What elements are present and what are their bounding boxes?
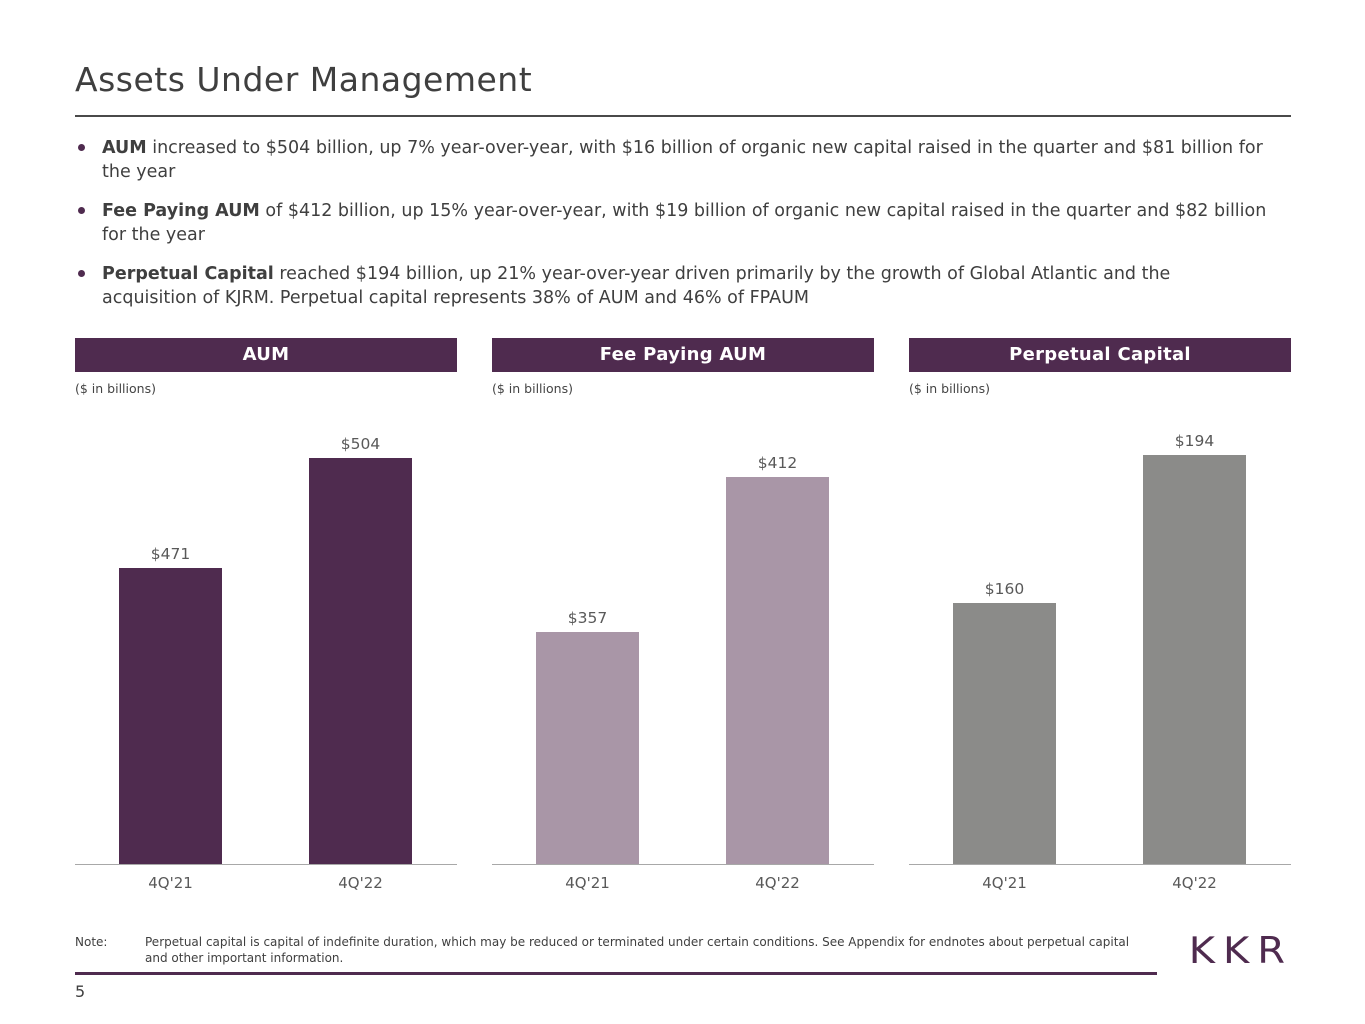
bar-perpetual-4q22: $194 — [1143, 432, 1246, 864]
chart-aum: AUM ($ in billions) $471 $504 4Q'21 4Q'2… — [75, 338, 457, 897]
chart-fee-paying-aum-title: Fee Paying AUM — [492, 338, 874, 372]
chart-aum-title: AUM — [75, 338, 457, 372]
bar-perpetual-4q21-value: $160 — [984, 580, 1025, 598]
bullet-perpetual-capital-body: reached $194 billion, up 21% year-over-y… — [102, 264, 1171, 308]
bullet-fee-paying-aum-text: Fee Paying AUM of $412 billion, up 15% y… — [102, 199, 1267, 247]
bar-fpaum-4q22-value: $412 — [757, 454, 798, 472]
bar-aum-4q21: $471 — [119, 545, 222, 864]
chart-perpetual-capital-plot: $160 $194 — [909, 397, 1291, 865]
kkr-logo: KKR — [1188, 929, 1293, 973]
bullet-perpetual-capital: Perpetual Capital reached $194 billion, … — [75, 262, 1291, 310]
bar-fpaum-4q22: $412 — [726, 454, 829, 864]
chart-aum-x-axis: 4Q'21 4Q'22 — [75, 865, 457, 897]
bar-fpaum-4q21: $357 — [536, 609, 639, 864]
bullet-aum-body: increased to $504 billion, up 7% year-ov… — [102, 138, 1263, 182]
bullet-dot-icon — [78, 270, 85, 277]
charts-row: AUM ($ in billions) $471 $504 4Q'21 4Q'2… — [75, 338, 1291, 897]
x-tick-4q22: 4Q'22 — [1172, 874, 1217, 892]
chart-aum-plot: $471 $504 — [75, 397, 457, 865]
bar-aum-4q22-value: $504 — [340, 435, 381, 453]
chart-perpetual-capital-x-axis: 4Q'21 4Q'22 — [909, 865, 1291, 897]
bullet-fee-paying-aum-lead: Fee Paying AUM — [102, 201, 260, 221]
chart-fee-paying-aum: Fee Paying AUM ($ in billions) $357 $412… — [492, 338, 874, 897]
footnote: Note: Perpetual capital is capital of in… — [75, 935, 1291, 966]
x-tick-4q22: 4Q'22 — [755, 874, 800, 892]
footnote-label: Note: — [75, 935, 108, 949]
x-tick-4q22: 4Q'22 — [338, 874, 383, 892]
bullet-aum-lead: AUM — [102, 138, 147, 158]
bullet-dot-icon — [78, 207, 85, 214]
chart-perpetual-capital-title: Perpetual Capital — [909, 338, 1291, 372]
x-tick-4q21: 4Q'21 — [565, 874, 610, 892]
bullet-fee-paying-aum-body: of $412 billion, up 15% year-over-year, … — [102, 201, 1267, 245]
chart-perpetual-capital: Perpetual Capital ($ in billions) $160 $… — [909, 338, 1291, 897]
bar-perpetual-4q22-value: $194 — [1174, 432, 1215, 450]
bullet-aum-text: AUM increased to $504 billion, up 7% yea… — [102, 136, 1267, 184]
page-number: 5 — [75, 982, 86, 1001]
bullet-fee-paying-aum: Fee Paying AUM of $412 billion, up 15% y… — [75, 199, 1291, 247]
bullet-list: AUM increased to $504 billion, up 7% yea… — [75, 136, 1291, 310]
slide-content: Assets Under Management AUM increased to… — [75, 0, 1291, 1001]
chart-perpetual-capital-subtitle: ($ in billions) — [909, 381, 990, 396]
bullet-perpetual-capital-text: Perpetual Capital reached $194 billion, … — [102, 262, 1267, 310]
bar-fpaum-4q21-value: $357 — [567, 609, 608, 627]
bullet-dot-icon — [78, 144, 85, 151]
bar-perpetual-4q21: $160 — [953, 580, 1056, 864]
page-title: Assets Under Management — [75, 60, 533, 99]
bullet-aum: AUM increased to $504 billion, up 7% yea… — [75, 136, 1291, 184]
title-divider — [75, 115, 1291, 117]
x-tick-4q21: 4Q'21 — [982, 874, 1027, 892]
chart-fee-paying-aum-subtitle: ($ in billions) — [492, 381, 573, 396]
chart-fee-paying-aum-x-axis: 4Q'21 4Q'22 — [492, 865, 874, 897]
chart-aum-subtitle: ($ in billions) — [75, 381, 156, 396]
x-tick-4q21: 4Q'21 — [148, 874, 193, 892]
footer-divider — [75, 972, 1157, 975]
bar-aum-4q21-value: $471 — [150, 545, 191, 563]
bar-aum-4q22: $504 — [309, 435, 412, 864]
footnote-text: Perpetual capital is capital of indefini… — [145, 935, 1130, 965]
chart-fee-paying-aum-plot: $357 $412 — [492, 397, 874, 865]
bullet-perpetual-capital-lead: Perpetual Capital — [102, 264, 274, 284]
